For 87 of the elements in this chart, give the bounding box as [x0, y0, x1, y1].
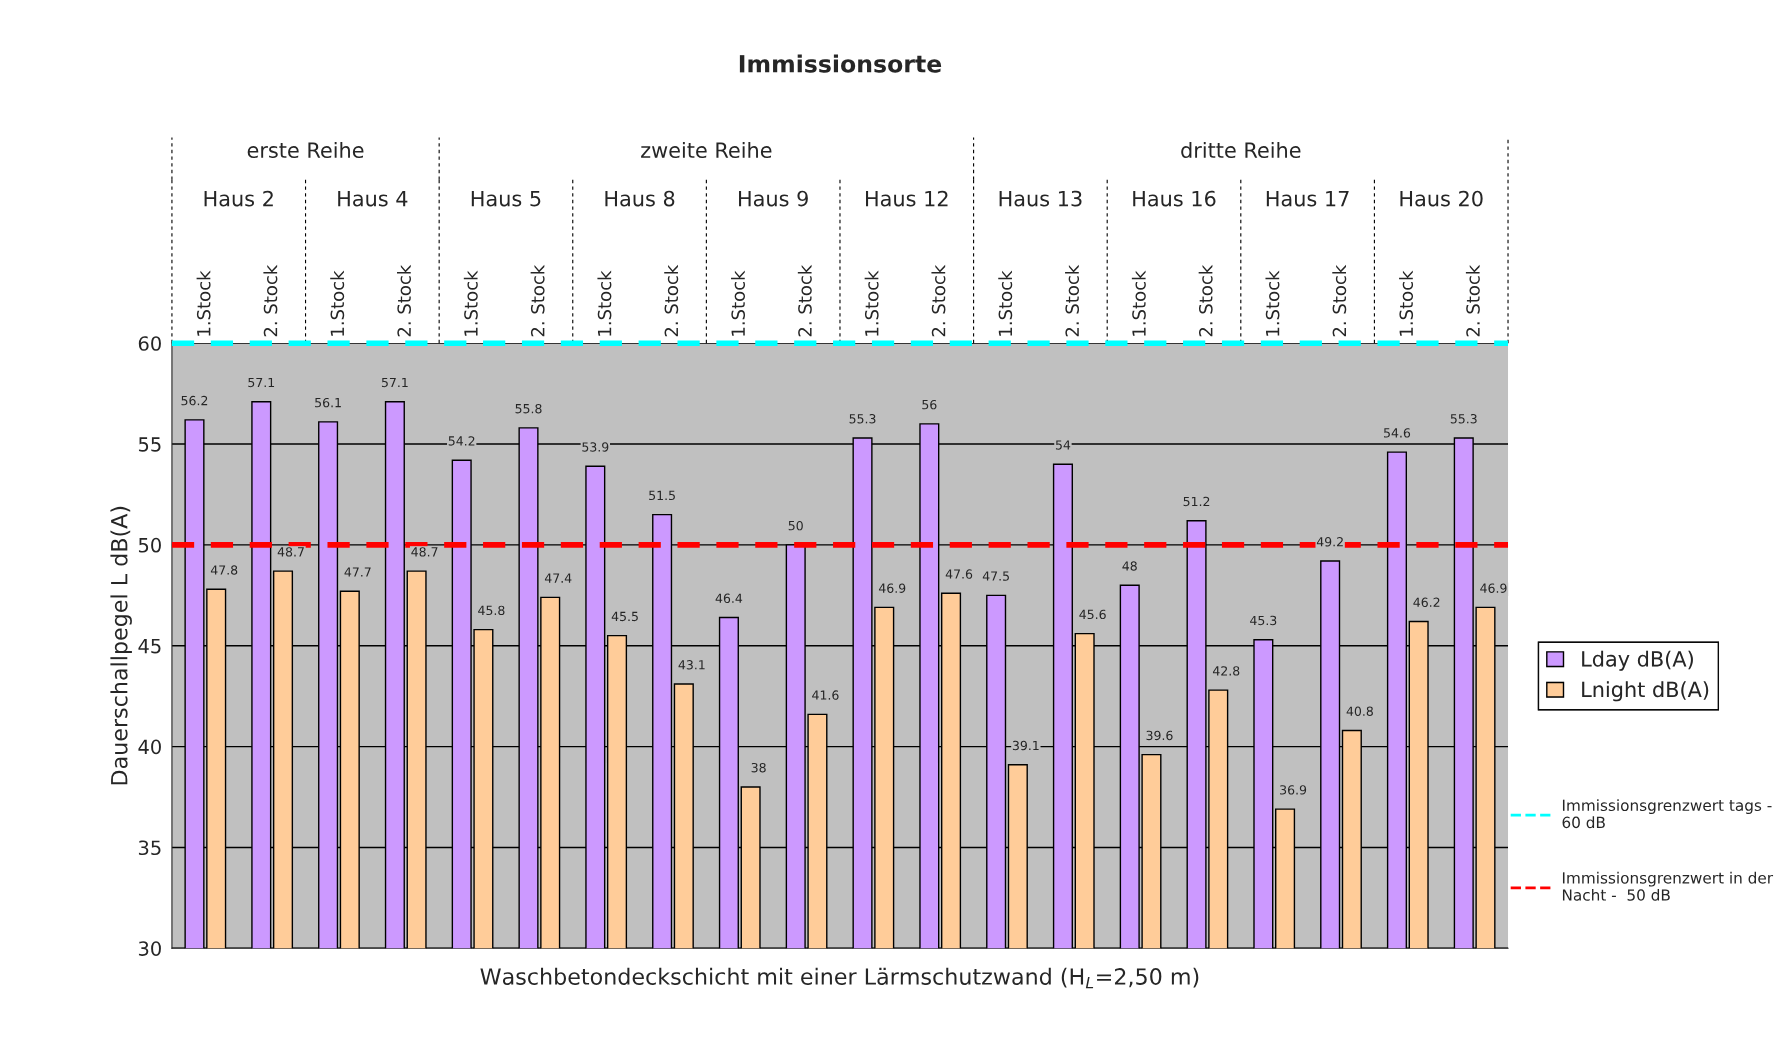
data-label: 55.8	[515, 403, 542, 414]
data-label: 57.1	[381, 377, 408, 388]
data-label: 51.5	[649, 490, 675, 501]
data-label: 47.6	[945, 569, 973, 579]
data-label: 38	[751, 762, 766, 773]
text: Haus 4	[338, 190, 408, 207]
data-label: 56	[922, 399, 937, 410]
data-label: 39.6	[1146, 730, 1173, 741]
data-label: 46.9	[1480, 583, 1507, 593]
y-tick-label: 30	[138, 941, 161, 956]
text: dritte Reihe	[1181, 141, 1301, 159]
x-tick-label: 2. Stock	[530, 264, 545, 337]
x-tick-label: 2. Stock	[397, 264, 411, 337]
x-tick-label: 2. Stock	[1198, 264, 1213, 337]
data-label: 49.2	[1316, 537, 1343, 547]
x-tick-label: 2. Stock	[1065, 264, 1080, 337]
y-axis-title: Dauerschallpegel L dB(A)	[110, 506, 132, 785]
text: Haus 9	[739, 190, 808, 207]
data-label: 47.7	[344, 567, 371, 577]
y-tick-label: 40	[138, 739, 161, 755]
text: erste Reihe	[247, 141, 364, 159]
y-tick-label: 50	[138, 537, 161, 553]
text: Haus 2	[204, 190, 273, 207]
x-tick-label: 1.Stock	[864, 270, 879, 336]
text: Haus 12	[866, 190, 948, 207]
y-tick-label: 55	[138, 437, 161, 452]
x-tick-label: 1.Stock	[330, 270, 345, 336]
data-label: 41.6	[812, 690, 839, 700]
text: Haus 17	[1266, 190, 1349, 207]
data-label: 42.8	[1212, 666, 1240, 676]
y-tick-label: 60	[138, 336, 161, 351]
text: Haus 16	[1133, 190, 1216, 207]
data-label: 55.3	[1450, 414, 1477, 424]
x-tick-label: 2. Stock	[797, 264, 812, 337]
data-label: 53.9	[582, 442, 609, 452]
data-label: 56.2	[181, 395, 208, 406]
data-label: 51.2	[1183, 496, 1210, 507]
legend-label: Lnight dB(A)	[1582, 681, 1709, 702]
x-axis-title: Waschbetondeckschicht mit einer Lärmschutzwand (H$_{L}$=2,50 m)	[480, 967, 1199, 989]
x-tick-label: 1.Stock	[196, 270, 211, 336]
data-label: 46.9	[878, 583, 906, 593]
data-label: 56.1	[315, 397, 341, 408]
data-label: 54.6	[1384, 428, 1411, 438]
x-tick-label: 2. Stock	[263, 264, 278, 337]
data-label: 46.2	[1413, 597, 1440, 608]
x-tick-label: 1.Stock	[1265, 270, 1280, 336]
data-label: 54	[1055, 440, 1071, 450]
x-tick-label: 1.Stock	[1399, 270, 1414, 336]
data-label: 40.8	[1346, 706, 1373, 716]
legend-label: Immissionsgrenzwert in der Nacht - 50 dB	[1562, 871, 1774, 901]
data-label: 47.5	[982, 571, 1009, 581]
data-label: 43.1	[678, 660, 705, 670]
text: Haus 5	[471, 190, 541, 207]
x-tick-label: 2. Stock	[1332, 264, 1347, 337]
data-label: 48.7	[277, 547, 304, 557]
x-tick-label: 2. Stock	[664, 264, 679, 337]
text: Haus 20	[1400, 190, 1483, 207]
data-label: 57.1	[248, 377, 275, 388]
data-label: 48.7	[411, 547, 438, 557]
data-label: 46.4	[715, 593, 743, 603]
data-label: 39.1	[1012, 740, 1039, 751]
x-tick-label: 1.Stock	[463, 270, 478, 336]
text: Haus 8	[605, 190, 675, 207]
legend-label: Lday dB(A)	[1582, 650, 1693, 671]
text: zweite Reihe	[641, 141, 772, 159]
x-tick-label: 1.Stock	[731, 270, 746, 336]
x-tick-label: 1.Stock	[597, 270, 612, 336]
data-label: 47.8	[210, 565, 238, 575]
text: Haus 13	[999, 190, 1082, 207]
data-label: 54.2	[448, 436, 475, 446]
x-tick-label: 1.Stock	[1131, 270, 1146, 336]
data-label: 48	[1122, 561, 1137, 571]
data-label: 45.6	[1079, 609, 1106, 620]
x-tick-label: 1.Stock	[998, 270, 1013, 336]
x-tick-label: 2. Stock	[931, 264, 946, 337]
y-tick-label: 45	[138, 638, 161, 654]
y-tick-label: 35	[138, 840, 161, 856]
data-label: 36.9	[1280, 785, 1307, 795]
data-label: 45.5	[611, 611, 638, 622]
chart-title: Immissionsorte	[739, 54, 942, 73]
data-label: 50	[788, 520, 803, 531]
data-label: 45.3	[1250, 615, 1277, 626]
data-label: 55.3	[849, 414, 876, 424]
data-label: 47.4	[544, 573, 572, 583]
data-label: 45.8	[478, 605, 505, 616]
legend-label: Immissionsgrenzwert tags - 60 dB	[1562, 799, 1772, 829]
x-tick-label: 2. Stock	[1465, 264, 1480, 337]
